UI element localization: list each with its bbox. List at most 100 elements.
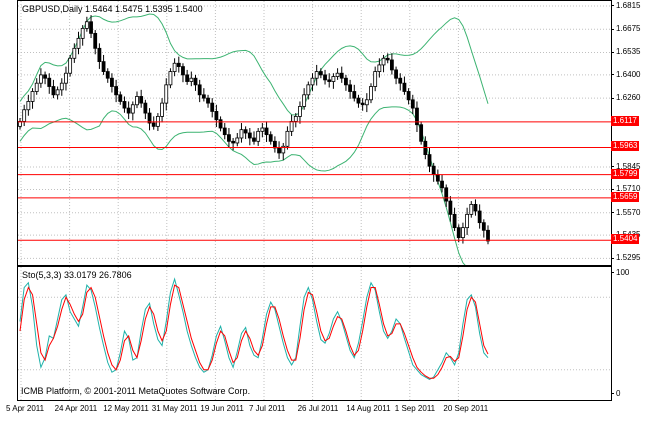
stochastic-signal-line [19,284,489,379]
candle [394,66,398,85]
price-tick-label: 1.6400 [611,70,640,79]
oscillator-axis: 100 0 [611,266,646,400]
candle [364,93,369,113]
candle [197,79,202,103]
oscillator-title: Sto(5,3,3) 33.0179 26.7806 [22,270,132,280]
price-tick-label: 1.5295 [611,253,640,262]
candle [222,123,227,140]
symbol-title: GBPUSD,Daily 1.5464 1.5475 1.5395 1.5400 [22,4,203,14]
time-tick-label: 5 Apr 2011 [6,404,45,413]
candle [348,79,353,99]
time-tick-label: 24 Apr 2011 [54,404,98,413]
candle [481,219,486,238]
candle [435,169,440,185]
copyright-text: ICMB Platform, © 2001-2011 MetaQuotes So… [21,386,251,396]
level-price-label: 1.6117 [611,115,639,126]
candle [310,73,315,91]
time-tick-label: 20 Sep 2011 [443,404,489,413]
candle [360,98,365,111]
candle [151,116,156,130]
candle [55,86,60,100]
candle [51,79,56,99]
candle [110,73,114,93]
price-tick-label: 1.5845 [611,162,640,171]
time-tick-label: 1 Sep 2011 [394,404,436,413]
candle [160,98,164,123]
oscillator-tick-label: 0 [611,389,620,398]
candle [268,131,273,145]
bollinger-upper-band [19,13,489,116]
candle [89,15,93,39]
price-pane[interactable]: GBPUSD,Daily 1.5464 1.5475 1.5395 1.5400 [17,0,612,266]
candle [298,101,302,124]
candle [97,43,102,69]
price-tick-label: 1.5710 [611,184,640,193]
candle [256,128,261,146]
candle [139,89,144,108]
time-axis: 5 Apr 2011 24 Apr 2011 12 May 2011 31 May 2… [0,400,646,424]
candle [47,73,52,94]
candle [419,121,424,145]
candle [427,147,432,173]
candle [135,91,139,109]
level-price-label: 1.5963 [611,141,640,152]
candle [38,68,43,88]
candle [344,74,348,91]
candle [335,68,340,80]
candle [465,207,470,235]
candle [30,88,35,109]
candle [201,88,206,102]
time-tick-label: 12 May 2011 [103,404,149,413]
candle [72,43,77,63]
candle [101,54,106,75]
candle [285,126,290,150]
candle [264,121,269,142]
candle [473,199,478,216]
candle [84,16,89,32]
candle [185,69,190,85]
candle [206,94,210,108]
candle [352,84,357,102]
price-tick-label: 1.6675 [611,24,640,33]
candle [406,88,411,105]
candle [339,66,344,83]
stochastic-pane[interactable]: Sto(5,3,3) 33.0179 26.7806 ICMB Platform… [17,266,612,401]
candle [193,74,198,91]
candle [385,53,390,64]
candle [64,66,68,91]
candle [306,81,311,100]
candle [189,71,194,87]
candle [272,136,277,153]
candle [235,133,240,147]
candle [373,66,378,92]
candle [210,98,215,118]
candle [168,68,173,89]
candle [444,184,449,208]
candle [22,104,27,127]
candle [181,63,185,83]
candle [68,54,73,77]
candle [80,25,85,46]
time-tick-label: 7 Jul 2011 [249,404,286,413]
candle [214,104,219,128]
candle [469,201,474,218]
candle [314,64,319,86]
candle [318,68,323,79]
candle [34,78,39,95]
candle [164,78,169,111]
candle [252,131,256,145]
candle [402,76,407,95]
candle [281,142,286,161]
price-tick-label: 1.6815 [611,1,640,10]
candle [118,91,123,105]
candle [93,30,98,55]
candle [486,225,490,245]
candle [477,204,482,229]
candle [260,123,265,138]
candle [389,53,394,75]
candle [76,31,81,55]
candle [231,137,236,151]
candle [243,126,248,139]
candle [410,94,415,115]
